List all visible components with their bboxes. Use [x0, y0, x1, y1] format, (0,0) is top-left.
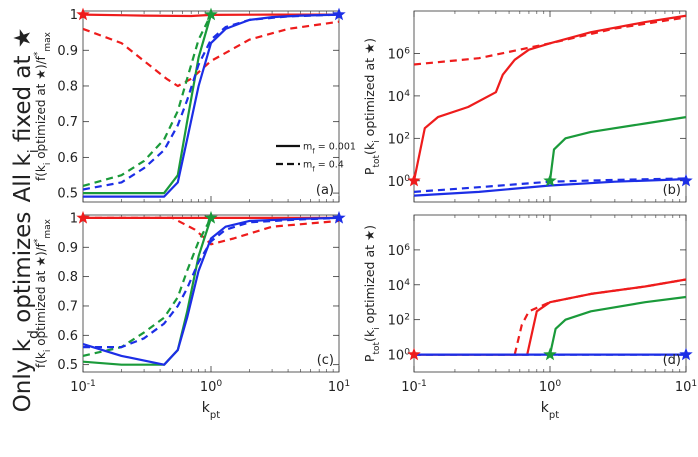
star-marker [407, 173, 421, 187]
panel-label: (b) [663, 183, 681, 198]
y-tick-label: 0.6 [57, 329, 78, 344]
series-green-solid [83, 14, 213, 195]
y-tick-label: 0.8 [57, 270, 78, 285]
series-red-dashed [414, 16, 686, 66]
y-tick-label: 1 [70, 211, 78, 226]
y-tick-label: 104 [388, 278, 411, 294]
star-marker [204, 7, 218, 21]
series-red-dashed [83, 20, 339, 88]
axes-frame [82, 10, 340, 203]
star-marker [543, 173, 557, 187]
series-blue-dashed [83, 13, 339, 191]
y-axis-label: f(ki optimized at ★)/f*max [33, 31, 53, 181]
panel-label: (d) [663, 353, 681, 368]
y-tick-label: 1 [70, 8, 78, 23]
star-marker [407, 347, 421, 361]
row-label-top: All ki fixed at ★ [10, 28, 42, 203]
legend: mf = 0.001 mf = 0.4 [276, 142, 356, 174]
panel-c: 10-1 100 101 0.5 0.6 0.7 0.8 0.9 1 (c) f(ki optimi… [33, 210, 350, 421]
y-tick-label: 106 [388, 243, 411, 259]
y-tick-label: 100 [388, 174, 411, 190]
panel-label: (c) [317, 353, 334, 368]
star-marker [332, 7, 346, 21]
series-green-solid [83, 217, 213, 366]
y-tick-label: 104 [388, 89, 411, 105]
x-axis-label: kpt [202, 400, 220, 421]
y-tick-label: 0.9 [57, 241, 78, 256]
star-marker [679, 173, 693, 187]
series-red-solid [414, 14, 686, 182]
series-green-dashed [83, 217, 212, 357]
y-tick-label: 0.5 [57, 358, 78, 373]
series-blue-solid [414, 178, 686, 197]
x-tick-label: 101 [675, 379, 697, 395]
y-axis-label: f(ki optimized at ★)/f*max [33, 218, 53, 368]
y-tick-label: 0.8 [57, 79, 78, 94]
series-blue-solid [83, 216, 339, 366]
y-tick-label: 106 [388, 46, 411, 62]
series-red-solid [414, 278, 686, 356]
series-blue-dashed [83, 216, 339, 349]
panel-b: 100 102 104 106 (b) Ptot(ki optimized at ★) [362, 10, 693, 203]
panel-d: 10-1 100 101 100 102 104 106 (d) Ptot(ki optimiz… [362, 214, 697, 421]
y-axis-label: Ptot(ki optimized at ★) [362, 38, 382, 175]
series-red-solid [83, 13, 339, 18]
y-tick-label: 102 [388, 131, 410, 147]
y-tick-label: 0.9 [57, 44, 78, 59]
legend-label: mf = 0.4 [303, 160, 344, 174]
star-marker [679, 347, 693, 361]
x-tick-label: 101 [328, 379, 350, 395]
y-axis-label: Ptot(ki optimized at ★) [362, 225, 382, 362]
x-tick-label: 100 [539, 379, 562, 395]
star-marker [76, 7, 90, 21]
y-tick-label: 0.5 [57, 187, 78, 202]
star-marker [543, 347, 557, 361]
series-green-dashed [83, 14, 212, 187]
x-axis-label: kpt [541, 400, 559, 421]
panel-a: 0.5 0.6 0.7 0.8 0.9 1 (a) f(ki optimized at ★)/… [33, 7, 356, 203]
series-red-dashed [513, 278, 686, 355]
y-tick-label: 100 [388, 348, 411, 364]
y-tick-label: 0.7 [57, 299, 78, 314]
y-tick-label: 102 [388, 313, 410, 329]
series-green-solid [548, 116, 686, 181]
x-tick-label: 10-1 [401, 379, 427, 395]
y-tick-label: 0.6 [57, 151, 78, 166]
star-marker [204, 210, 218, 224]
star-marker [76, 210, 90, 224]
legend-label: mf = 0.001 [303, 142, 356, 156]
star-marker [332, 210, 346, 224]
panel-label: (a) [316, 183, 334, 198]
series-blue-solid [83, 13, 339, 198]
x-tick-label: 100 [200, 379, 223, 395]
series-green-solid [548, 295, 686, 355]
y-tick-label: 0.7 [57, 115, 78, 130]
row-label-bottom: Only kd optimizes [10, 212, 42, 413]
series-red-dashed [83, 216, 339, 246]
x-tick-label: 10-1 [70, 379, 96, 395]
